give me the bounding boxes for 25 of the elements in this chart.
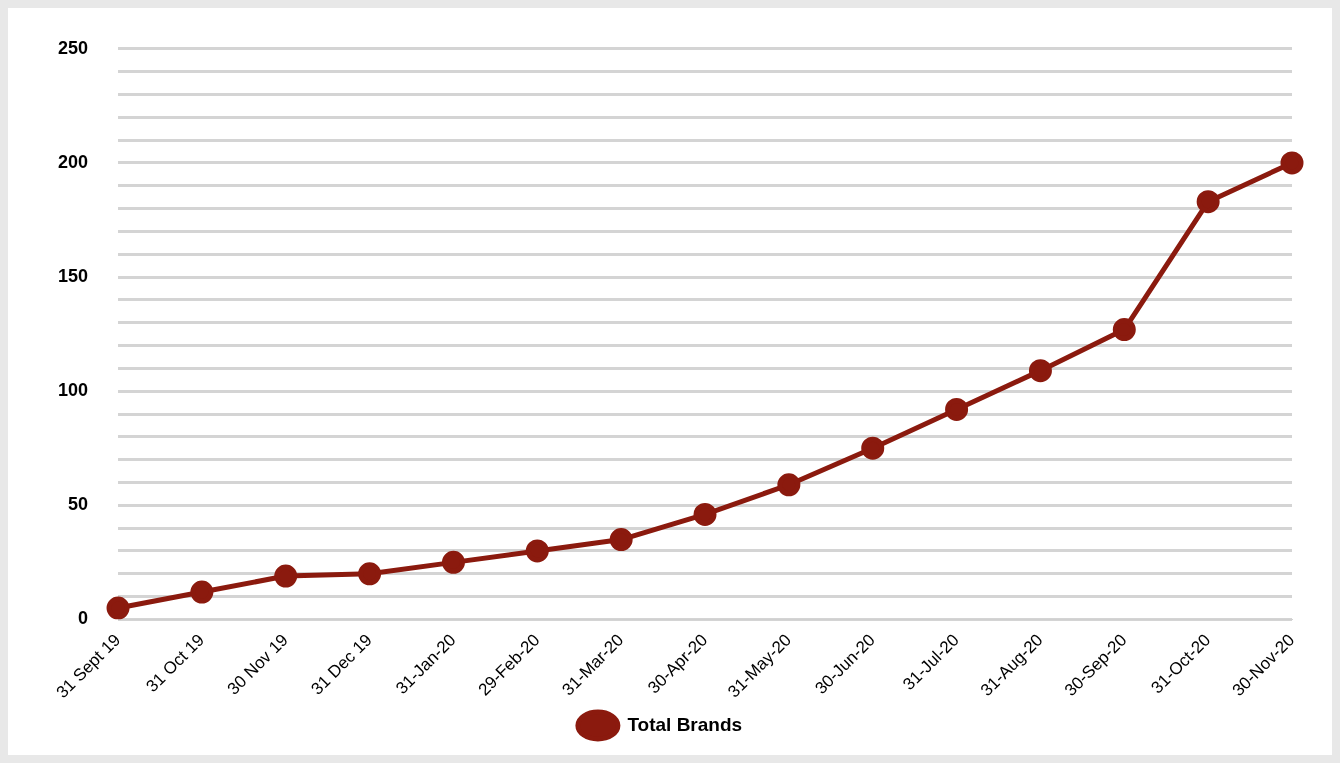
point [777, 473, 801, 497]
point [693, 502, 717, 526]
point [106, 596, 130, 620]
x-tick-label: 30 Nov 19 [223, 630, 292, 699]
point [609, 528, 633, 552]
point [1280, 151, 1304, 175]
point [441, 550, 465, 574]
point [274, 564, 298, 588]
x-tick-label: 31 Oct 19 [142, 630, 209, 696]
y-tick-label: 100 [57, 380, 89, 401]
x-tick-label: 31 Dec 19 [307, 630, 376, 699]
point [190, 580, 214, 604]
y-tick-label: 50 [68, 494, 89, 515]
point [945, 397, 969, 421]
y-tick-label: 0 [78, 608, 89, 629]
y-tick-label: 250 [57, 37, 89, 58]
legend-label: Total Brands [627, 713, 743, 735]
y-tick-label: 200 [57, 151, 89, 172]
point [1112, 318, 1136, 342]
point [1028, 359, 1052, 383]
point [861, 436, 885, 460]
point [1196, 190, 1220, 214]
point [358, 562, 382, 586]
point [525, 539, 549, 563]
y-tick-label: 150 [57, 266, 89, 287]
